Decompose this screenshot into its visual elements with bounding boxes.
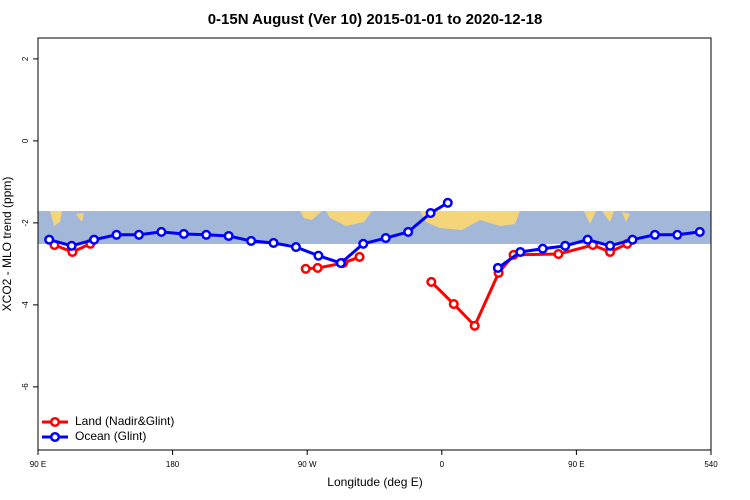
data-point <box>290 242 302 253</box>
chart-title: 0-15N August (Ver 10) 2015-01-01 to 2020… <box>208 11 543 28</box>
x-tick-label: 540 <box>704 460 718 469</box>
data-point <box>469 320 480 331</box>
x-tick-label: 180 <box>166 460 180 469</box>
x-tick-label: 0 <box>440 460 445 469</box>
data-point <box>201 229 212 240</box>
x-tick-label: 90 E <box>30 460 46 469</box>
series-line <box>497 230 700 270</box>
data-point <box>313 250 324 261</box>
data-point <box>358 238 369 249</box>
x-axis-label: Longitude (deg E) <box>327 475 422 489</box>
legend-label: Ocean (Glint) <box>75 429 146 443</box>
data-point <box>156 226 167 237</box>
y-tick-label: -2 <box>21 219 30 227</box>
data-point <box>553 248 564 260</box>
data-point <box>442 197 453 208</box>
legend-marker <box>49 416 61 428</box>
data-point <box>515 246 526 258</box>
data-point <box>426 276 437 287</box>
data-point <box>89 234 100 245</box>
data-point <box>354 251 365 262</box>
y-tick-label: 2 <box>21 56 30 61</box>
data-point <box>403 226 414 237</box>
data-point <box>380 233 391 244</box>
data-point <box>66 240 77 251</box>
data-point <box>605 240 616 251</box>
data-point <box>268 237 279 249</box>
series-line <box>430 242 628 329</box>
data-point <box>672 229 683 240</box>
data-point <box>649 229 660 240</box>
data-point <box>44 234 55 245</box>
series-line <box>305 255 361 271</box>
y-tick-label: -6 <box>21 383 30 391</box>
data-point <box>492 262 503 274</box>
data-point <box>246 235 257 246</box>
data-point <box>448 299 459 310</box>
data-point <box>300 263 311 274</box>
data-point <box>111 229 122 240</box>
map-strip <box>38 211 711 244</box>
data-point <box>582 234 593 245</box>
data-point <box>560 240 571 251</box>
data-point <box>627 234 638 245</box>
y-axis-label: XCO2 - MLO trend (ppm) <box>0 177 14 312</box>
x-tick-label: 90 W <box>298 460 317 469</box>
legend-marker <box>49 431 61 443</box>
data-point <box>425 207 436 219</box>
legend-label: Land (Nadir&Glint) <box>75 414 174 428</box>
data-point <box>537 243 548 254</box>
data-point <box>223 230 234 242</box>
data-point <box>178 228 189 240</box>
data-point <box>694 226 705 237</box>
x-tick-label: 90 E <box>568 460 584 469</box>
data-point <box>335 258 346 269</box>
plot-frame <box>37 37 712 451</box>
y-tick-label: -4 <box>21 301 30 309</box>
data-point <box>312 262 323 274</box>
y-tick-label: 0 <box>21 138 30 143</box>
data-point <box>133 229 144 240</box>
